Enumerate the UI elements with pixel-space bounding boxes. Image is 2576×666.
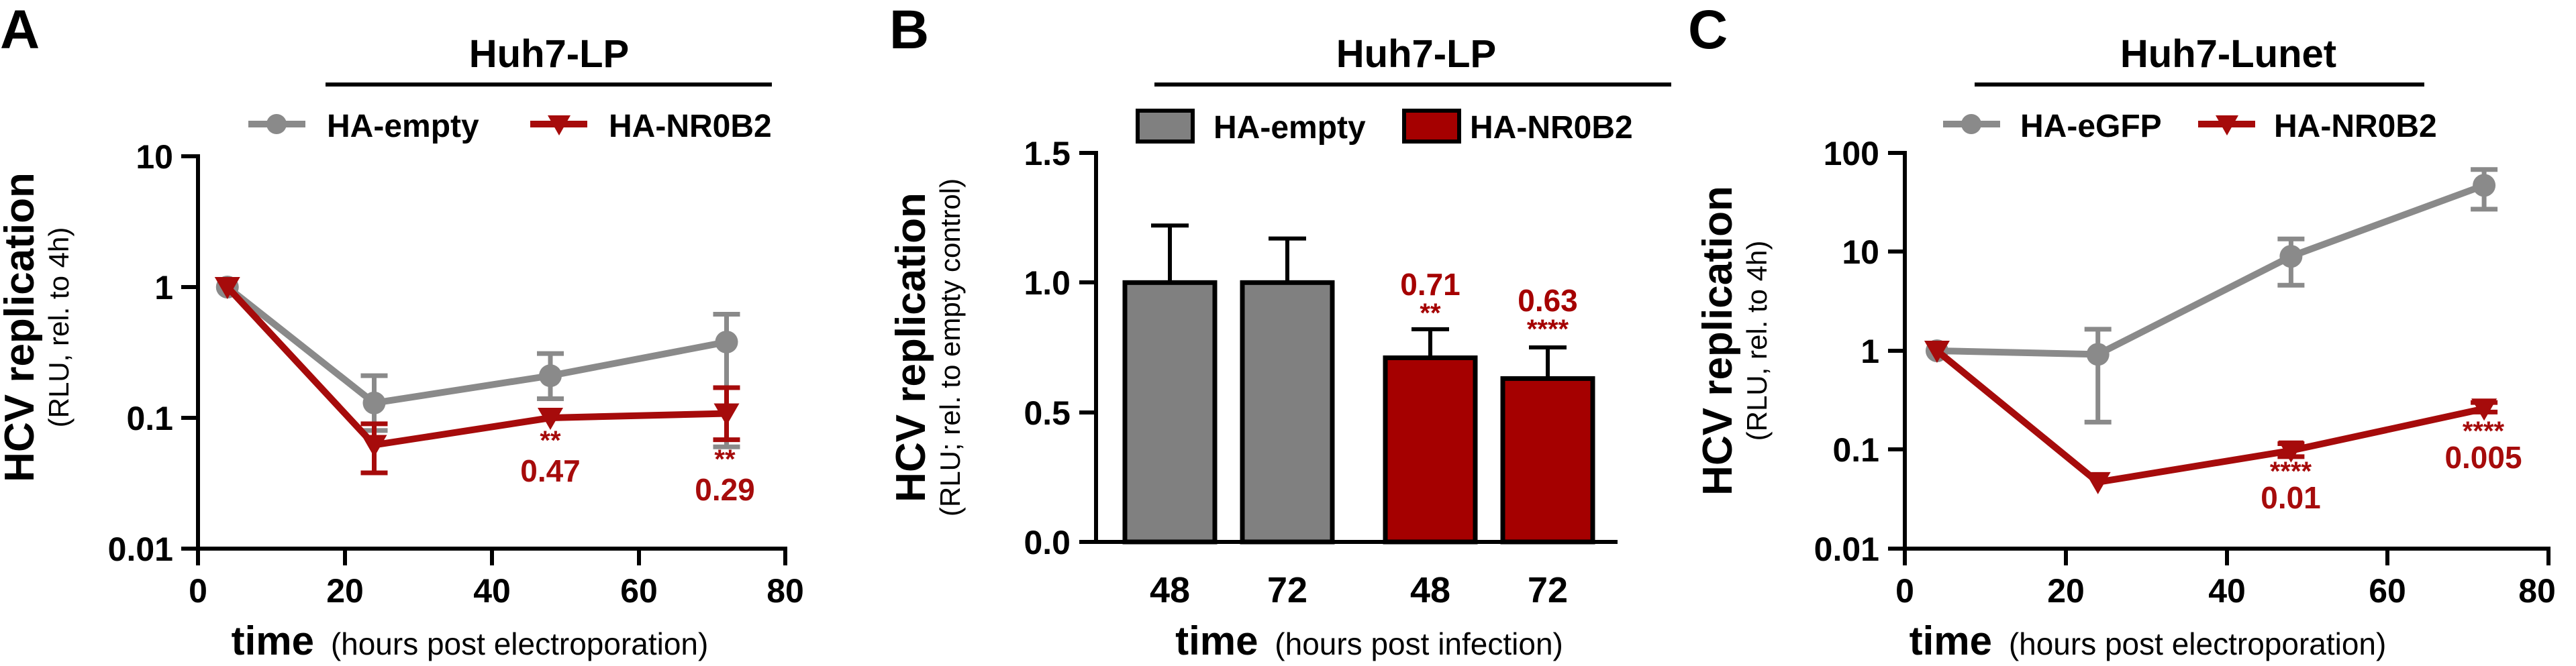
panel-c-ha-egfp-series-line bbox=[1937, 185, 2484, 354]
panel-b-ytick-label: 1.5 bbox=[1024, 135, 1071, 172]
panel-b-title: Huh7-LP bbox=[1336, 32, 1496, 76]
legend-a-ha-nr0b2-label: HA-NR0B2 bbox=[609, 109, 772, 144]
panel-c-xlabel: time bbox=[1910, 618, 1992, 663]
panel-b-legend: HA-empty HA-NR0B2 bbox=[1138, 110, 1633, 146]
legend-b-ha-empty-label: HA-empty bbox=[1213, 110, 1366, 146]
panel-b-value-bar3: 0.71 bbox=[1400, 267, 1460, 302]
panel-a-ha-empty-point bbox=[363, 392, 386, 414]
legend-c-ha-nr0b2-label: HA-NR0B2 bbox=[2274, 109, 2437, 144]
panel-c-xtick-label: 0 bbox=[1895, 572, 1914, 610]
panel-a-xsublabel: (hours post electroporation) bbox=[331, 626, 709, 661]
panel-c-ysublabel: (RLU, rel. to 4h) bbox=[1741, 241, 1773, 441]
panel-b-category-label: 48 bbox=[1410, 570, 1450, 610]
panel-letter-b: B bbox=[889, 0, 929, 60]
panel-a-xtick-label: 0 bbox=[189, 572, 207, 610]
legend-c-ha-egfp-marker bbox=[1961, 114, 1981, 134]
panel-b-plot-area bbox=[1125, 225, 1593, 542]
panel-c: C Huh7-Lunet HA-eGFP HA-NR0B2 HCV replic… bbox=[1688, 0, 2556, 663]
panel-letter-a: A bbox=[0, 0, 40, 60]
panel-c-xtick-label: 40 bbox=[2208, 572, 2246, 610]
panel-a-ytick-label: 1 bbox=[154, 269, 173, 307]
panel-b-sig-bar4: **** bbox=[1527, 315, 1569, 344]
panel-c-ytick-label: 1 bbox=[1861, 333, 1879, 370]
legend-b-ha-nr0b2-swatch bbox=[1404, 111, 1459, 142]
panel-c-xtick-label: 60 bbox=[2369, 572, 2406, 610]
panel-a-xtick-label: 20 bbox=[326, 572, 364, 610]
legend-b-ha-nr0b2-label: HA-NR0B2 bbox=[1470, 110, 1633, 146]
panel-c-ha-nr0b2-series-line bbox=[1937, 351, 2484, 482]
panel-letter-c: C bbox=[1688, 0, 1728, 60]
panel-c-ha-egfp-point bbox=[2279, 245, 2302, 268]
panel-b-ysublabel: (RLU; rel. to empty control) bbox=[934, 178, 966, 516]
panel-a-title: Huh7-LP bbox=[469, 32, 629, 76]
panel-c-xtick-label: 80 bbox=[2518, 572, 2556, 610]
panel-c-ytick-label: 0.01 bbox=[1814, 531, 1879, 568]
panel-c-xlabel-group: time (hours post electroporation) bbox=[1910, 618, 2387, 663]
panel-b-bar-ha-nr0b2 bbox=[1385, 357, 1475, 542]
panel-a-sig-72h: ** bbox=[714, 445, 736, 474]
panel-b: B Huh7-LP HA-empty HA-NR0B2 HCV replicat… bbox=[888, 0, 1671, 663]
panel-b-xlabel: time bbox=[1175, 618, 1258, 663]
panel-c-legend: HA-eGFP HA-NR0B2 bbox=[1943, 109, 2437, 144]
panel-c-plot-area bbox=[1924, 170, 2497, 494]
panel-c-xsublabel: (hours post electroporation) bbox=[2009, 626, 2387, 661]
panel-a-ha-nr0b2-series-line bbox=[228, 287, 727, 445]
panel-b-ytick-label: 1.0 bbox=[1024, 264, 1071, 302]
panel-a-ytick-label: 0.01 bbox=[108, 531, 173, 568]
panel-b-bar-ha-empty bbox=[1242, 282, 1332, 542]
panel-c-ha-egfp-point bbox=[2473, 174, 2495, 197]
panel-b-value-bar4: 0.63 bbox=[1518, 283, 1578, 318]
panel-a-sig-48h: ** bbox=[540, 426, 561, 455]
panel-a-xtick-label: 80 bbox=[766, 572, 804, 610]
legend-c-ha-egfp-label: HA-eGFP bbox=[2020, 109, 2162, 144]
panel-b-category-label: 72 bbox=[1267, 570, 1307, 610]
legend-b-ha-empty-swatch bbox=[1138, 111, 1193, 142]
panel-a-plot-area bbox=[215, 276, 740, 473]
panel-c-ylabel: HCV replication bbox=[1695, 186, 1741, 496]
panel-b-category-label: 72 bbox=[1528, 570, 1568, 610]
panel-c-ha-egfp-point bbox=[2087, 343, 2110, 366]
panel-a-xlabel-group: time (hours post electroporation) bbox=[232, 618, 709, 663]
panel-c-value-48h: 0.01 bbox=[2261, 480, 2321, 515]
panel-a-xtick-label: 40 bbox=[473, 572, 511, 610]
panel-a-ha-empty-point bbox=[715, 331, 738, 353]
panel-b-xlabel-group: time (hours post infection) bbox=[1175, 618, 1563, 663]
panel-b-bar-ha-empty bbox=[1125, 282, 1215, 542]
panel-c-xtick-label: 20 bbox=[2047, 572, 2085, 610]
panel-a-xtick-label: 60 bbox=[620, 572, 658, 610]
panel-b-category-label: 48 bbox=[1150, 570, 1190, 610]
panel-b-xsublabel: (hours post infection) bbox=[1275, 626, 1563, 661]
panel-a-ha-empty-series-line bbox=[228, 287, 727, 403]
panel-a-value-72h: 0.29 bbox=[695, 472, 755, 507]
legend-a-ha-empty-marker bbox=[266, 114, 287, 134]
panel-b-bar-ha-nr0b2 bbox=[1503, 378, 1593, 542]
panel-a-legend: HA-empty HA-NR0B2 bbox=[248, 109, 772, 144]
panel-a-ha-empty-point bbox=[539, 364, 562, 387]
panel-b-ylabel: HCV replication bbox=[888, 192, 934, 502]
panel-a-ytick-label: 0.1 bbox=[126, 400, 173, 437]
panel-b-ytick-label: 0.0 bbox=[1024, 524, 1071, 561]
panel-c-title: Huh7-Lunet bbox=[2120, 32, 2336, 76]
panel-a: A Huh7-LP HA-empty HA-NR0B2 HCV replicat… bbox=[0, 0, 804, 663]
panel-c-ytick-label: 10 bbox=[1842, 233, 1879, 271]
panel-a-ysublabel: (RLU, rel. to 4h) bbox=[43, 227, 75, 428]
panel-a-xlabel: time bbox=[232, 618, 314, 663]
panel-a-ytick-label: 10 bbox=[136, 138, 173, 176]
panel-c-ytick-label: 0.1 bbox=[1832, 431, 1879, 469]
legend-a-ha-empty-label: HA-empty bbox=[327, 109, 479, 144]
panel-a-ylabel: HCV replication bbox=[0, 172, 43, 482]
panel-c-value-72h: 0.005 bbox=[2444, 440, 2522, 475]
panel-c-ytick-label: 100 bbox=[1824, 135, 1879, 172]
panel-b-sig-bar3: ** bbox=[1420, 298, 1441, 328]
panel-b-ytick-label: 0.5 bbox=[1024, 394, 1071, 432]
panel-a-value-48h: 0.47 bbox=[520, 453, 581, 488]
